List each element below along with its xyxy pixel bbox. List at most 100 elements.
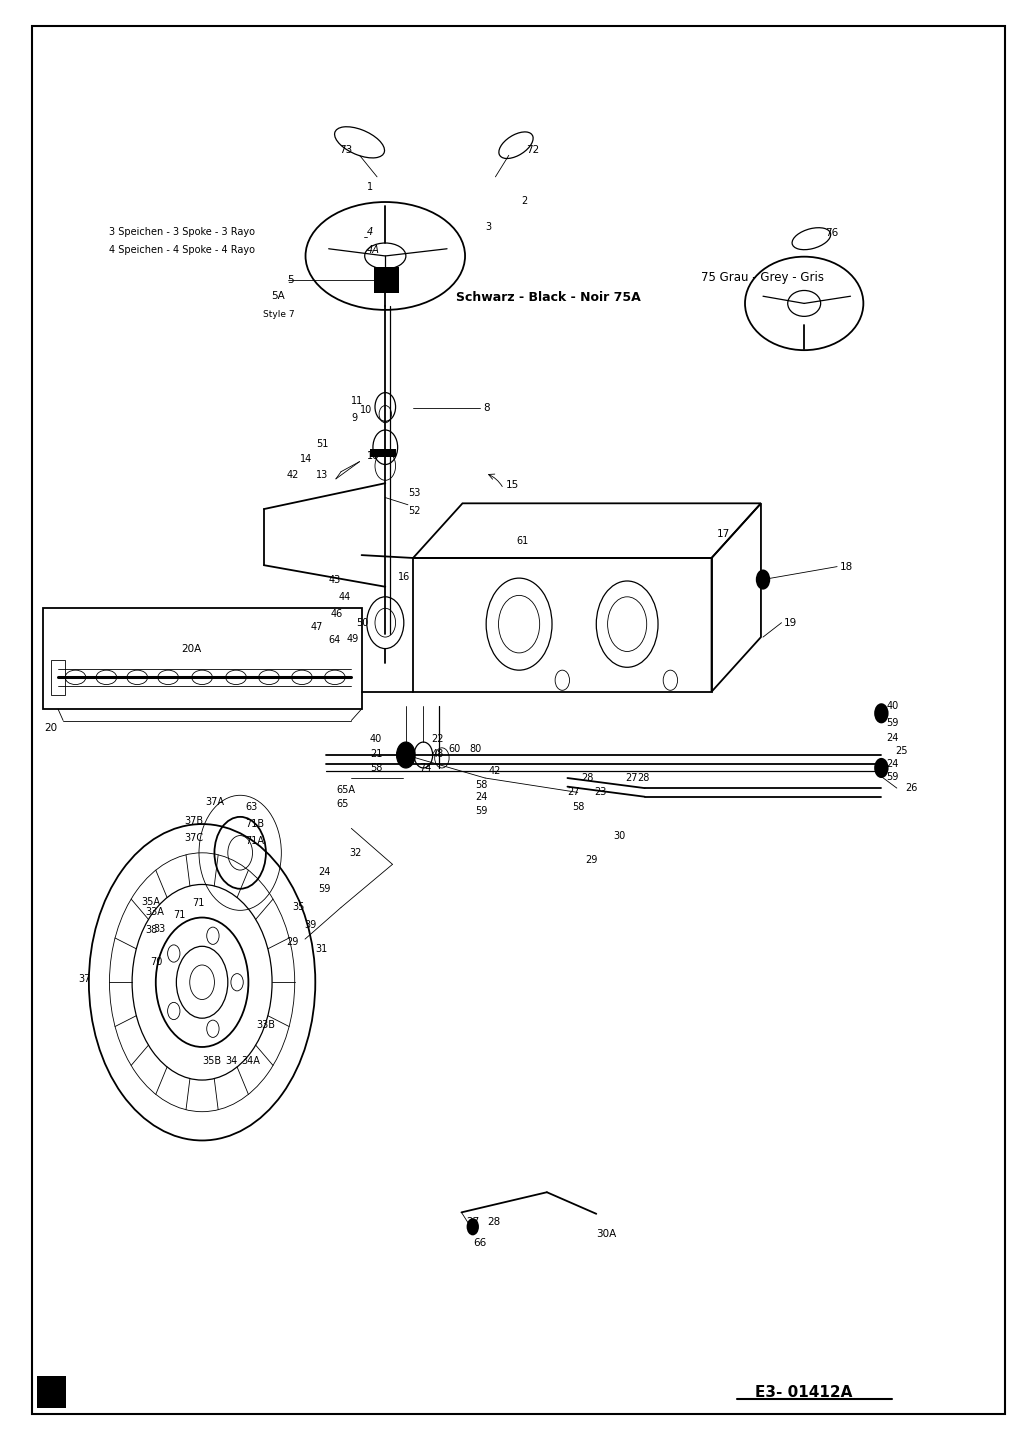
Text: 1: 1 — [366, 182, 373, 192]
Text: Style 7: Style 7 — [263, 310, 294, 320]
Text: 24: 24 — [475, 791, 487, 801]
Text: 60: 60 — [448, 744, 460, 754]
Text: 38: 38 — [146, 925, 158, 935]
Text: 59: 59 — [886, 771, 899, 781]
Text: 30A: 30A — [596, 1229, 616, 1239]
Text: 59: 59 — [475, 806, 487, 816]
Text: 72: 72 — [526, 144, 540, 154]
Text: 70: 70 — [151, 957, 163, 967]
Text: 16: 16 — [366, 451, 379, 461]
Bar — [37, 1376, 66, 1408]
Circle shape — [755, 569, 770, 589]
Text: 37B: 37B — [185, 816, 203, 826]
Text: 23: 23 — [594, 787, 607, 797]
Text: 2: 2 — [521, 196, 527, 206]
Text: 3: 3 — [485, 222, 491, 232]
Circle shape — [466, 1218, 479, 1235]
Text: 39: 39 — [304, 919, 316, 929]
Text: 37A: 37A — [205, 797, 224, 807]
Text: 9: 9 — [351, 414, 357, 424]
Text: 46: 46 — [330, 610, 343, 620]
Text: 16: 16 — [397, 572, 410, 582]
Circle shape — [874, 758, 889, 778]
Text: 42: 42 — [488, 765, 501, 775]
Text: 24: 24 — [886, 758, 899, 768]
Bar — [369, 448, 395, 457]
Text: 50: 50 — [356, 618, 368, 628]
Text: 21: 21 — [369, 748, 382, 758]
Text: 20: 20 — [44, 723, 58, 732]
Text: 52: 52 — [408, 506, 420, 516]
Text: 10: 10 — [359, 405, 372, 415]
Text: 28: 28 — [487, 1218, 501, 1228]
Text: 24: 24 — [319, 866, 331, 876]
Text: 58: 58 — [369, 762, 382, 772]
Text: 35B: 35B — [202, 1056, 221, 1066]
Text: 8: 8 — [483, 403, 490, 414]
Text: 40: 40 — [369, 735, 382, 744]
Text: 29: 29 — [585, 855, 598, 865]
Text: 5A: 5A — [271, 291, 285, 301]
Text: 11: 11 — [351, 396, 363, 406]
Text: 25: 25 — [895, 745, 907, 755]
Text: 28: 28 — [638, 772, 650, 782]
Text: 80: 80 — [470, 744, 482, 754]
Text: 40: 40 — [886, 702, 899, 710]
Text: 35: 35 — [293, 902, 305, 912]
Text: 58: 58 — [475, 780, 487, 790]
Text: 73: 73 — [338, 144, 352, 154]
Text: 35A: 35A — [141, 896, 160, 906]
Text: 29: 29 — [287, 937, 299, 947]
Circle shape — [396, 742, 415, 768]
Text: 74: 74 — [419, 762, 431, 772]
Text: 65: 65 — [335, 798, 348, 808]
Text: 4: 4 — [366, 226, 373, 236]
Text: 53: 53 — [408, 488, 420, 499]
Circle shape — [874, 703, 889, 723]
Text: 71A: 71A — [246, 836, 264, 846]
Text: 63: 63 — [246, 801, 258, 811]
Text: 71: 71 — [192, 898, 204, 908]
Text: 13: 13 — [317, 470, 328, 480]
Text: 14: 14 — [300, 454, 312, 464]
Text: 17: 17 — [716, 529, 730, 539]
Text: 59: 59 — [319, 883, 331, 893]
Text: 65A: 65A — [335, 784, 355, 794]
Text: 75 Grau - Grey - Gris: 75 Grau - Grey - Gris — [702, 271, 825, 284]
Text: 20A: 20A — [182, 644, 201, 654]
Text: 37C: 37C — [185, 833, 203, 843]
Text: 42: 42 — [287, 470, 299, 480]
Text: 34: 34 — [226, 1056, 238, 1066]
Text: 33: 33 — [154, 924, 166, 934]
Text: 37: 37 — [78, 974, 91, 984]
Bar — [42, 608, 361, 709]
Text: 27: 27 — [625, 772, 638, 782]
Text: 76: 76 — [825, 228, 838, 238]
Text: 71: 71 — [173, 909, 186, 919]
Text: 24: 24 — [886, 733, 899, 742]
Text: 58: 58 — [573, 801, 585, 811]
Text: 15: 15 — [506, 480, 519, 490]
Text: 43: 43 — [328, 575, 341, 585]
Text: 27: 27 — [466, 1218, 480, 1228]
Text: 4 Speichen - 4 Spoke - 4 Rayo: 4 Speichen - 4 Spoke - 4 Rayo — [109, 245, 256, 255]
Text: 26: 26 — [905, 782, 917, 793]
Text: 3 Speichen - 3 Spoke - 3 Rayo: 3 Speichen - 3 Spoke - 3 Rayo — [109, 226, 256, 236]
Text: E3- 01412A: E3- 01412A — [755, 1385, 852, 1399]
Text: 51: 51 — [317, 440, 329, 450]
Text: 47: 47 — [311, 623, 323, 633]
Text: 33A: 33A — [146, 906, 164, 916]
Text: 59: 59 — [886, 719, 899, 728]
Text: 28: 28 — [581, 772, 593, 782]
Text: 4A: 4A — [366, 245, 380, 255]
Text: 22: 22 — [431, 735, 444, 744]
Text: 19: 19 — [783, 618, 797, 628]
Text: 34A: 34A — [241, 1056, 260, 1066]
Bar — [374, 268, 398, 294]
Text: 64: 64 — [328, 635, 341, 646]
Text: 27: 27 — [568, 787, 580, 797]
Text: 32: 32 — [349, 847, 361, 857]
Bar — [51, 660, 65, 695]
Text: Schwarz - Black - Noir 75A: Schwarz - Black - Noir 75A — [456, 291, 641, 304]
Text: 49: 49 — [346, 634, 358, 644]
